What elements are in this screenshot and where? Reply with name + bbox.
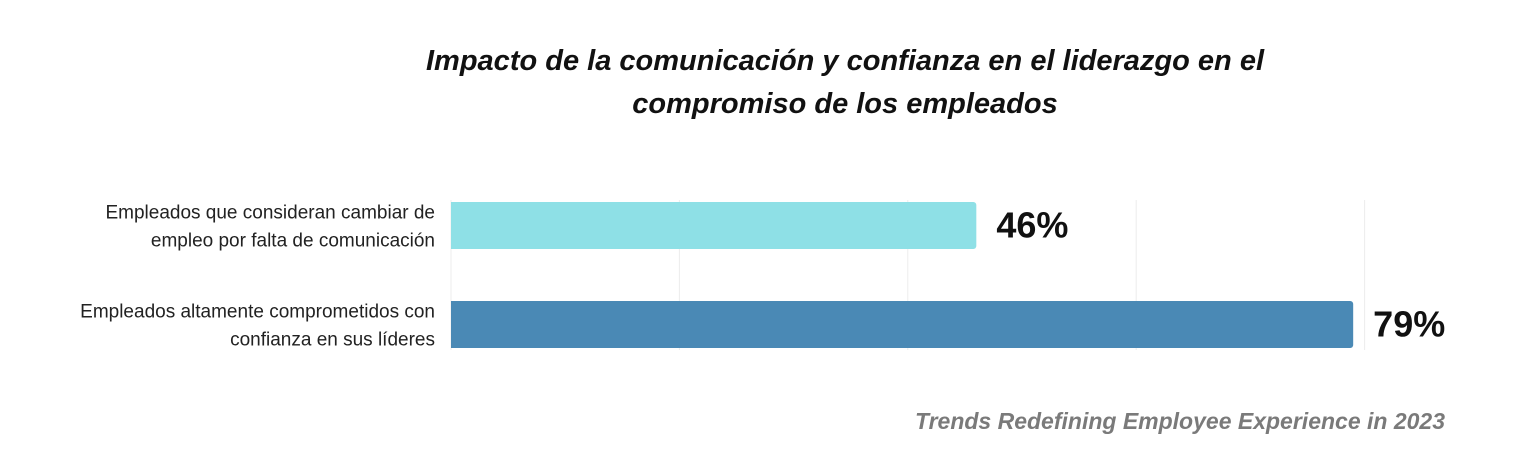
category-label: Empleados altamente comprometidos con xyxy=(80,302,435,323)
category-label: Empleados que consideran cambiar de xyxy=(105,203,435,224)
chart-source: Trends Redefining Employee Experience in… xyxy=(914,408,1445,434)
data-label: 79% xyxy=(1373,304,1445,345)
bar xyxy=(451,202,977,249)
category-label: empleo por falta de comunicación xyxy=(151,231,435,252)
bar-left-edge xyxy=(451,301,457,348)
data-label: 46% xyxy=(996,205,1068,246)
category-label: confianza en sus líderes xyxy=(230,330,435,351)
bar xyxy=(451,301,1354,348)
bar-left-edge xyxy=(451,202,457,249)
chart-title: Impacto de la comunicación y confianza e… xyxy=(426,45,1264,120)
